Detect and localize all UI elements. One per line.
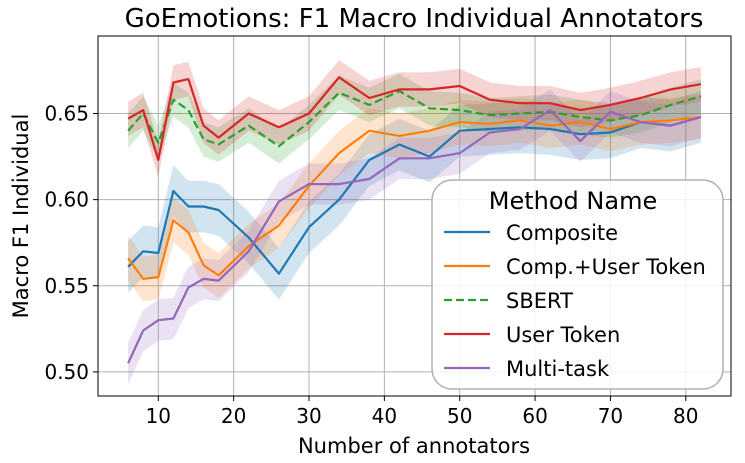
chart-title: GoEmotions: F1 Macro Individual Annotato… xyxy=(125,4,704,34)
x-axis-label: Number of annotators xyxy=(298,434,530,458)
series-lines xyxy=(127,76,702,364)
y-tick-label: 0.50 xyxy=(44,360,89,384)
x-tick-label: 40 xyxy=(372,404,397,428)
x-tick-label: 60 xyxy=(522,404,547,428)
x-axis-ticks: 10 20 30 40 50 60 70 80 xyxy=(146,396,699,428)
y-axis-label: Macro F1 Individual xyxy=(9,114,33,319)
y-tick-label: 0.65 xyxy=(44,102,89,126)
x-tick-label: 50 xyxy=(447,404,472,428)
comp-user-token-band xyxy=(128,94,701,302)
legend-label-user-token: User Token xyxy=(506,323,620,347)
multi-task-band xyxy=(128,89,701,384)
legend-title: Method Name xyxy=(489,187,657,215)
legend-label-comp-user-token: Comp.+User Token xyxy=(506,255,706,279)
y-tick-label: 0.55 xyxy=(44,274,89,298)
x-tick-label: 10 xyxy=(146,404,171,428)
legend-items: Composite Comp.+User Token SBERT User Token… xyxy=(444,221,706,381)
x-tick-label: 30 xyxy=(296,404,321,428)
composite-band xyxy=(128,91,701,300)
composite-line xyxy=(127,115,702,275)
plot-frame xyxy=(97,35,732,397)
y-axis-ticks: 0.50 0.55 0.60 0.65 xyxy=(44,102,98,384)
sbert-line xyxy=(127,89,702,148)
y-tick-label: 0.60 xyxy=(44,188,89,212)
legend-label-sbert: SBERT xyxy=(506,289,573,313)
x-tick-label: 80 xyxy=(673,404,698,428)
x-tick-label: 20 xyxy=(221,404,246,428)
x-tick-label: 70 xyxy=(598,404,623,428)
legend-label-multi-task: Multi-task xyxy=(506,357,610,381)
user-token-line xyxy=(127,76,702,162)
comp-user-token-line xyxy=(127,115,702,280)
user-token-band xyxy=(128,60,701,178)
legend-box xyxy=(431,179,724,390)
legend: Method Name Composite Comp.+User Token SBE… xyxy=(431,179,724,390)
legend-label-composite: Composite xyxy=(506,221,618,245)
multi-task-line xyxy=(127,108,702,364)
